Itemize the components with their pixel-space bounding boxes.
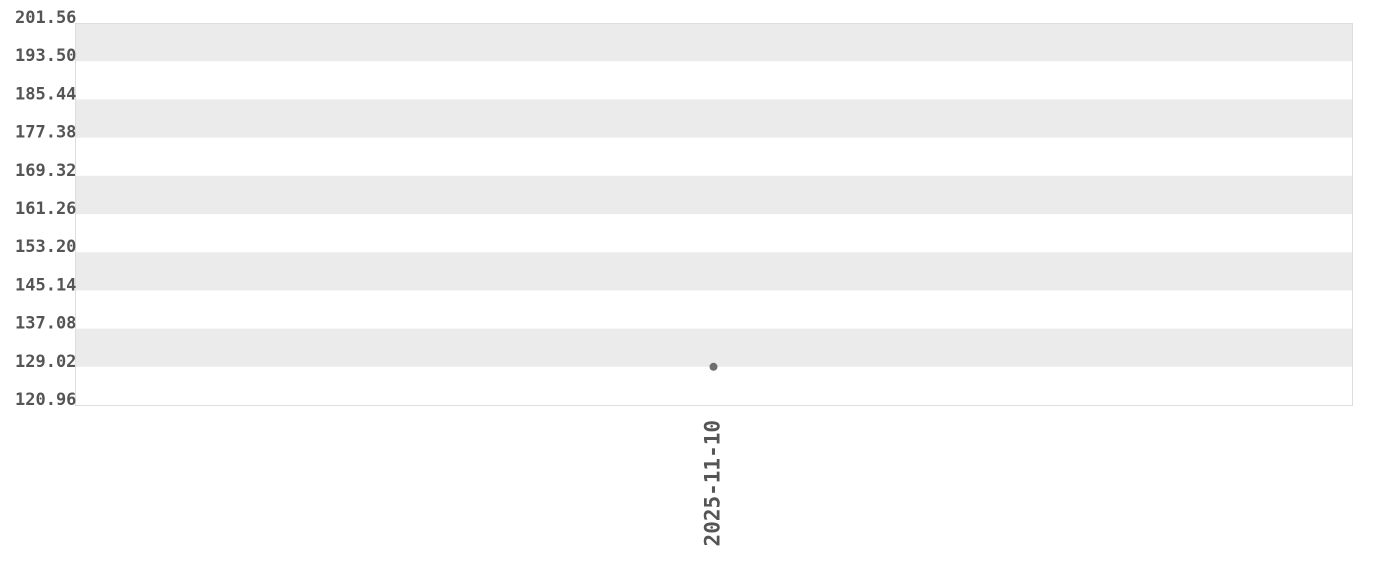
y-tick-label: 169.32: [15, 161, 76, 181]
grid-band: [75, 328, 1352, 367]
y-tick-label: 145.14: [15, 275, 76, 295]
y-axis: 201.56 193.50 185.44 177.38 169.32 161.26 153.…: [15, 8, 76, 410]
x-tick-label: 2025-11-10: [701, 420, 725, 546]
grid-band: [75, 99, 1352, 138]
y-tick-label: 177.38: [15, 123, 76, 143]
grid-bands: [75, 23, 1352, 367]
grid-band: [75, 23, 1352, 62]
data-points: [709, 362, 718, 371]
data-point[interactable]: [709, 362, 718, 371]
y-tick-label: 201.56: [15, 8, 76, 28]
y-tick-label: 137.08: [15, 314, 76, 334]
x-axis: 2025-11-10: [701, 420, 725, 546]
plot-border: [75, 23, 1353, 406]
y-tick-label: 129.02: [15, 352, 76, 372]
y-tick-label: 120.96: [15, 390, 76, 410]
y-tick-label: 193.50: [15, 46, 76, 66]
grid-band: [75, 252, 1352, 291]
y-tick-label: 185.44: [15, 84, 76, 104]
grid-band: [75, 175, 1352, 214]
y-tick-label: 153.20: [15, 237, 76, 257]
y-tick-label: 161.26: [15, 199, 76, 219]
